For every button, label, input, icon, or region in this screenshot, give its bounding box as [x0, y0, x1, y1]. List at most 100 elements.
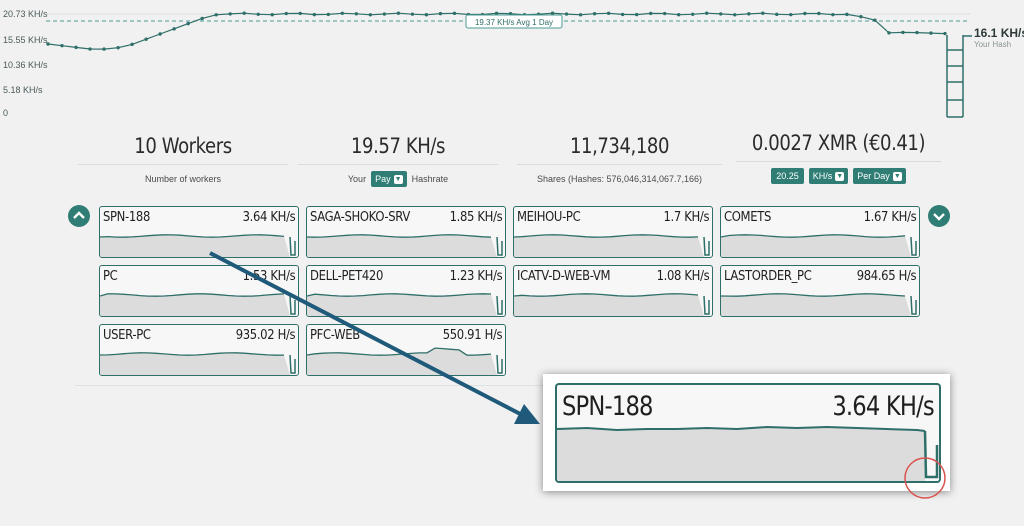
hashrate-point [326, 12, 331, 17]
worker-card[interactable]: SPN-188 3.64 KH/s [99, 206, 299, 258]
worker-sparkline [100, 293, 296, 316]
chevron-down-icon: ▼ [892, 171, 902, 181]
zoom-callout: SPN-188 3.64 KH/s [543, 374, 950, 491]
sparkline-area [721, 293, 911, 316]
chevron-down-icon [933, 213, 945, 221]
hashrate-point [845, 12, 849, 17]
divider [517, 164, 722, 165]
stat-shares: 11,734,180 Shares (Hashes: 576,046,314,0… [517, 131, 722, 188]
hashrate-point [130, 42, 134, 47]
worker-card[interactable]: ICATV-D-WEB-VM 1.08 KH/s [513, 265, 713, 317]
sparkline-drop [703, 236, 710, 256]
zoomed-worker-sparkline [557, 425, 939, 481]
sparkline-drop [910, 236, 917, 256]
worker-sparkline [721, 234, 917, 257]
divider [736, 161, 941, 162]
hashrate-point [578, 13, 583, 17]
hashrate-point [382, 12, 387, 16]
earnings-period-select[interactable]: Per Day ▼ [853, 168, 906, 184]
hashrate-point [284, 11, 288, 16]
worker-sparkline [100, 352, 296, 375]
hashrate-point [719, 12, 723, 16]
hashrate-point [761, 11, 765, 15]
hashrate-point [803, 11, 807, 16]
stat-earnings: 0.0027 XMR (€0.41) 20.25 KH/s ▼ Per Day … [736, 128, 941, 185]
divider [78, 164, 288, 165]
earnings-unit-select[interactable]: KH/s ▼ [808, 168, 849, 184]
worker-hashrate: 1.85 KH/s [449, 209, 502, 225]
worker-name: COMETS [724, 209, 772, 225]
y-tick-label: 20.73 KH/s [3, 9, 48, 19]
worker-name: DELL-PET420 [310, 268, 384, 284]
hashrate-point [214, 13, 218, 17]
y-tick-label: 15.55 KH/s [3, 35, 48, 45]
hashrate-point [102, 47, 106, 51]
worker-card[interactable]: COMETS 1.67 KH/s [720, 206, 920, 258]
hashrate-point [368, 13, 373, 17]
worker-name: SAGA-SHOKO-SRV [310, 209, 411, 225]
hashrate-history-chart: 20.73 KH/s 15.55 KH/s 10.36 KH/s 5.18 KH… [3, 9, 1024, 118]
worker-card[interactable]: PFC-WEB 550.91 H/s [306, 324, 506, 376]
current-drop-indicator [946, 35, 972, 118]
hashrate-point [410, 12, 415, 16]
worker-hashrate: 935.02 H/s [235, 327, 295, 343]
hashrate-type-value: Pay [375, 174, 391, 184]
worker-hashrate: 984.65 H/s [856, 268, 916, 284]
worker-name: MEIHOU-PC [517, 209, 581, 225]
hashrate-point [312, 12, 316, 17]
hashrate-point [340, 11, 345, 15]
hashrate-type-select[interactable]: Pay ▼ [371, 171, 407, 187]
hashrate-point [144, 37, 148, 41]
worker-card[interactable]: LASTORDER_PC 984.65 H/s [720, 265, 920, 317]
sparkline-drop [289, 354, 296, 374]
hashrate-point [634, 12, 639, 17]
sparkline-area [514, 293, 704, 316]
hashrate-point [943, 31, 947, 36]
earnings-rate-input[interactable]: 20.25 [771, 168, 804, 184]
hashrate-point [242, 11, 246, 15]
worker-card[interactable]: SAGA-SHOKO-SRV 1.85 KH/s [306, 206, 506, 258]
sparkline-area [307, 348, 497, 375]
hashrate-point [873, 18, 877, 22]
worker-sparkline [307, 293, 503, 316]
workers-label: Number of workers [144, 174, 222, 184]
hashrate-suffix: Hashrate [411, 174, 449, 184]
sparkline-line [721, 293, 906, 297]
hashrate-point [859, 15, 863, 19]
hashrate-point [200, 16, 204, 21]
worker-sparkline [100, 234, 296, 257]
hashrate-point [831, 12, 835, 17]
workers-prev-button[interactable] [68, 205, 90, 227]
chevron-down-icon: ▼ [835, 171, 845, 181]
sparkline-line [721, 234, 906, 238]
worker-card[interactable]: DELL-PET420 1.23 KH/s [306, 265, 506, 317]
hashrate-point [158, 32, 162, 36]
hashrate-point [691, 12, 695, 16]
stat-workers: 10 Workers Number of workers [78, 131, 288, 188]
hashrate-point [775, 12, 779, 17]
sparkline-drop [703, 295, 710, 315]
worker-name: USER-PC [103, 327, 151, 343]
worker-name: LASTORDER_PC [724, 268, 812, 284]
worker-card[interactable]: USER-PC 935.02 H/s [99, 324, 299, 376]
worker-card[interactable]: PC 1.53 KH/s [99, 265, 299, 317]
workers-next-button[interactable] [928, 205, 950, 227]
earnings-value: 0.0027 XMR (€0.41) [751, 131, 926, 155]
svg-text:19.37 KH/s Avg 1 Day: 19.37 KH/s Avg 1 Day [475, 18, 553, 27]
sparkline-line [514, 293, 699, 297]
worker-card[interactable]: MEIHOU-PC 1.7 KH/s [513, 206, 713, 258]
hashrate-point [564, 12, 569, 16]
worker-hashrate: 1.7 KH/s [663, 209, 709, 225]
sparkline-area [307, 293, 497, 316]
hashrate-point [606, 11, 611, 15]
sparkline-area [514, 234, 704, 257]
sparkline-line [307, 234, 492, 238]
hashrate-point [354, 12, 359, 16]
hashrate-point [662, 11, 667, 16]
workers-count: 10 Workers [134, 134, 232, 158]
hashrate-point [592, 12, 597, 16]
y-tick-label: 5.18 KH/s [3, 85, 43, 95]
hashrate-point [915, 30, 919, 35]
hashrate-point [494, 11, 499, 16]
worker-name: PC [103, 268, 118, 284]
